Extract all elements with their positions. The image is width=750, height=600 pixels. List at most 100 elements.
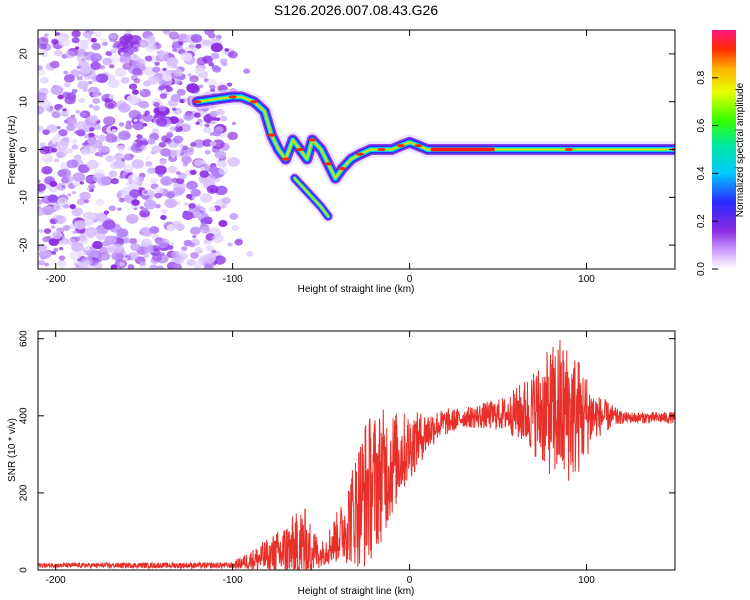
- spectrogram-noise-blob: [131, 159, 145, 169]
- spectrogram-noise-blob: [158, 141, 167, 148]
- spectrogram-noise-blob: [102, 57, 113, 66]
- spectrogram-noise-blob: [82, 142, 87, 146]
- spectrogram-noise-blob: [156, 239, 168, 249]
- spectrogram-noise-blob: [41, 205, 54, 216]
- snr-frame: [37, 330, 676, 571]
- spectrogram-noise-blob: [190, 252, 199, 259]
- spectrogram-noise-blob: [143, 199, 157, 210]
- spectrogram-noise-blob: [76, 129, 86, 137]
- spectrogram-noise-blob: [110, 49, 117, 54]
- spectrogram-noise-blob: [161, 208, 168, 214]
- spectrogram-noise-blob: [152, 66, 161, 73]
- spectrogram-peak: [308, 138, 317, 142]
- spectrogram-noise-blob: [195, 121, 200, 125]
- spectrogram-noise-blob: [75, 48, 87, 58]
- spectrogram-noise-blob: [109, 34, 117, 40]
- y-tick-label: 600: [19, 330, 30, 347]
- spectrogram-noise-blob: [210, 120, 217, 125]
- spectrogram-noise-blob: [208, 62, 215, 67]
- spectrogram-noise-blob: [159, 93, 168, 99]
- spectrogram-noise-blob: [76, 261, 82, 266]
- x-tick-label: 100: [578, 575, 595, 586]
- spectrogram-noise-blob: [38, 65, 43, 71]
- spectrogram-noise-blob: [85, 39, 92, 44]
- spectrogram-noise-blob: [158, 52, 169, 61]
- spectrogram-noise-blob: [94, 125, 102, 131]
- spectrogram-noise-blob: [88, 104, 94, 108]
- spectrogram-noise-blob: [109, 64, 115, 69]
- snr-ylabel: SNR (10 * v/v): [7, 418, 18, 482]
- spectrogram-noise-blob: [149, 226, 160, 234]
- spectrogram-noise-blob: [111, 251, 124, 261]
- spectrogram-noise-blob: [202, 216, 213, 225]
- spectrogram-noise-blob: [62, 203, 70, 209]
- spectrogram-noise-blob: [160, 176, 173, 186]
- spectrogram-noise-blob: [188, 202, 196, 209]
- spectrogram-noise-blob: [130, 243, 141, 251]
- spectrogram-noise-blob: [120, 174, 126, 179]
- spectrogram-noise-blob: [87, 250, 100, 260]
- spectrogram-peak: [324, 162, 333, 166]
- spectrogram-noise-blob: [206, 78, 218, 87]
- spectrogram-noise-blob: [131, 89, 139, 95]
- spectrogram-noise-blob: [219, 132, 227, 138]
- spectrogram-noise-blob: [165, 86, 173, 92]
- spectrogram-noise-blob: [157, 265, 164, 269]
- spectrogram-noise-blob: [173, 69, 183, 77]
- spectrogram-branch: [294, 177, 329, 217]
- colorbar-gradient: [712, 30, 736, 269]
- spectrogram-noise-blob: [51, 140, 57, 144]
- spectrogram-peak-band: [430, 147, 495, 152]
- spectrogram-noise-blob: [166, 132, 174, 138]
- spectrogram-noise-blob: [138, 230, 144, 235]
- spectrogram-noise-blob: [190, 188, 202, 197]
- spectrogram-noise-blob: [118, 122, 125, 127]
- spectrogram-noise-blob: [183, 239, 193, 247]
- spectrogram-noise-blob: [171, 63, 178, 69]
- spectrogram-noise-blob: [203, 253, 216, 264]
- spectrogram-noise-blob: [187, 73, 192, 77]
- spectrogram-noise-blob: [58, 255, 66, 261]
- spectrogram-peak: [193, 100, 202, 104]
- spectrogram-noise-blob: [164, 198, 178, 209]
- spectrogram-noise-blob: [86, 159, 99, 170]
- spectrogram-noise-blob: [143, 114, 154, 122]
- spectrogram-noise-blob: [220, 204, 227, 209]
- spectrogram-noise-blob: [65, 124, 76, 132]
- spectrogram-noise-blob: [154, 192, 162, 199]
- spectrogram-noise-blob: [67, 238, 77, 246]
- y-tick-label: 400: [19, 407, 30, 424]
- spectrogram-noise-blob: [168, 31, 180, 40]
- spectrogram-noise-blob: [181, 52, 193, 62]
- spectrogram-noise-blob: [49, 180, 58, 187]
- spectrogram-noise-blob: [227, 242, 233, 247]
- spectrogram-noise-blob: [38, 125, 45, 132]
- spectrogram-noise-blob: [138, 265, 146, 269]
- spectrogram-noise-blob: [133, 118, 138, 122]
- spectrogram-noise-blob: [96, 233, 106, 241]
- snr-ticks: -200 -100 0 100 0 200 400 600: [19, 330, 675, 586]
- spectrogram-noise-blob: [160, 214, 167, 220]
- spectrogram-noise-blob: [157, 173, 164, 178]
- spectrogram-noise-blob: [58, 37, 71, 47]
- spectrogram-noise-blob: [66, 148, 74, 154]
- spectrogram-noise-blob: [54, 49, 63, 57]
- spectrogram-noise-blob: [149, 132, 160, 141]
- spectrogram-noise-blob: [151, 253, 162, 262]
- spectrogram-noise-blob: [136, 134, 143, 139]
- spectrogram-noise-blob: [48, 237, 60, 247]
- spectrogram-noise-blob: [229, 213, 239, 220]
- spectrogram-noise-blob: [87, 265, 97, 269]
- colorbar-tick-label: 0.2: [696, 214, 707, 228]
- spectrogram-noise-blob: [204, 163, 210, 167]
- spectrogram-noise-blob: [175, 223, 185, 231]
- x-tick-label: -200: [46, 274, 66, 285]
- spectrogram-peak: [267, 133, 276, 137]
- spectrogram-noise-blob: [165, 191, 176, 199]
- x-tick-label: -100: [223, 274, 243, 285]
- spectrogram-noise-blob: [87, 137, 97, 145]
- spectrogram-noise-blob: [140, 145, 147, 151]
- spectrogram-noise-blob: [38, 185, 46, 191]
- spectrogram-noise-blob: [90, 52, 103, 62]
